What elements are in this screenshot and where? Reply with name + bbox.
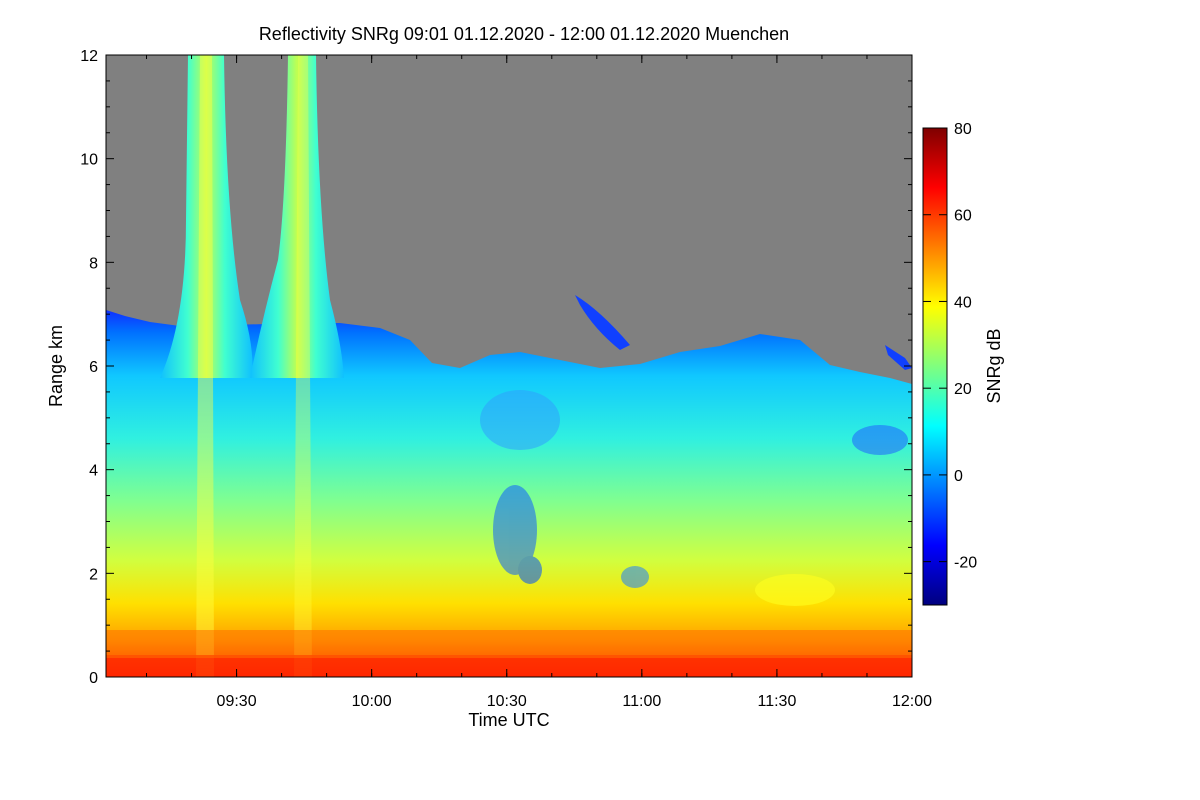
colorbar-tick-label: -20 <box>954 555 977 572</box>
near-surface-band <box>106 630 912 658</box>
y-tick-label: 6 <box>89 359 98 376</box>
colorbar-label: SNRg dB <box>984 328 1004 403</box>
x-tick-label: 10:30 <box>487 693 527 710</box>
right-cloud-fragment <box>885 345 912 370</box>
x-tick-label: 11:00 <box>622 693 661 710</box>
colorbar-tick-label: 40 <box>954 294 972 311</box>
colorbar <box>922 127 948 606</box>
y-tick-label: 2 <box>89 566 98 583</box>
plume-left <box>160 55 253 378</box>
colorbar-tick-label: 60 <box>954 208 972 225</box>
y-axis: 0 2 4 6 8 10 12 <box>80 48 912 687</box>
upper-cloud-fragment <box>575 295 630 350</box>
y-axis-label: Range km <box>46 325 66 407</box>
x-axis-label: Time UTC <box>468 710 549 730</box>
plume-right-core <box>294 55 312 677</box>
y-tick-label: 0 <box>89 670 98 687</box>
plot-area <box>106 55 912 677</box>
colorbar-tick-label: 20 <box>954 381 972 398</box>
y-tick-label: 10 <box>80 152 98 169</box>
y-tick-label: 8 <box>89 255 98 272</box>
y-tick-label: 4 <box>89 463 98 480</box>
x-tick-label: 11:30 <box>757 693 796 710</box>
colorbar-tick-label: 80 <box>954 121 972 138</box>
x-tick-label: 10:00 <box>352 693 392 710</box>
x-tick-label: 12:00 <box>892 693 932 710</box>
y-tick-label: 12 <box>80 48 98 65</box>
colorbar-tick-label: 0 <box>954 468 963 485</box>
x-tick-label: 09:30 <box>217 693 257 710</box>
blue-structures <box>480 390 908 588</box>
surface-band <box>106 655 912 677</box>
chart-title: Reflectivity SNRg 09:01 01.12.2020 - 12:… <box>259 24 789 44</box>
plume-right <box>250 55 344 378</box>
colorbar-ticks: -20 0 20 40 60 80 <box>923 121 977 572</box>
x-axis: 09:30 10:00 10:30 11:00 11:30 12:00 <box>146 55 932 710</box>
plume-left-core <box>196 55 214 677</box>
warm-patch <box>755 574 835 606</box>
